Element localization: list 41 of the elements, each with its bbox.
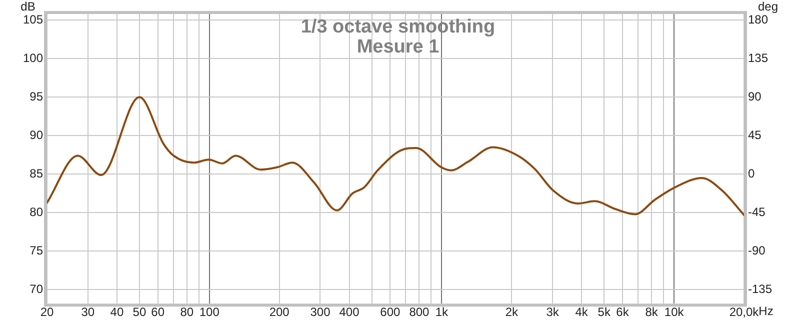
y2-tick-label: 45 bbox=[748, 128, 762, 142]
y-tick-label: 80 bbox=[30, 205, 44, 220]
x-axis-title: Hz bbox=[758, 304, 774, 318]
y-axis-title: dB bbox=[20, 0, 36, 14]
y-tick-label: 105 bbox=[22, 12, 44, 26]
y-tick-label: 75 bbox=[30, 244, 44, 258]
x-tick-label: 8k bbox=[645, 305, 659, 320]
x-tick-label: 800 bbox=[409, 305, 430, 320]
x-tick-label: 10k bbox=[664, 305, 685, 320]
y-tick-label: 95 bbox=[30, 89, 44, 104]
y-tick-label: 100 bbox=[22, 50, 44, 65]
x-tick-label: 6k bbox=[616, 305, 630, 320]
y-tick-label: 90 bbox=[30, 128, 44, 142]
y2-tick-label: 180 bbox=[748, 12, 768, 26]
text: Mesure 1 bbox=[356, 36, 440, 58]
x-tick-label: 100 bbox=[199, 305, 220, 320]
x-tick-label: 40 bbox=[110, 305, 124, 320]
x-tick-label: 60 bbox=[151, 305, 165, 320]
x-tick-label: 600 bbox=[380, 305, 401, 320]
y2-tick-label: 135 bbox=[748, 50, 768, 65]
x-tick-label: 300 bbox=[310, 305, 331, 320]
x-tick-label: 50 bbox=[132, 305, 146, 320]
x-tick-label: 2k bbox=[505, 305, 519, 320]
y2-tick-label: -135 bbox=[748, 282, 772, 296]
x-tick-label: 200 bbox=[269, 305, 290, 320]
x-tick-label: 400 bbox=[339, 305, 360, 320]
x-tick-label: 5k bbox=[598, 305, 612, 320]
y-tick-label: 85 bbox=[30, 166, 44, 181]
x-tick-label: 20 bbox=[40, 305, 54, 320]
x-tick-label: 20,0k bbox=[729, 305, 760, 320]
y2-tick-label: -45 bbox=[748, 205, 766, 220]
y-tick-label: 70 bbox=[30, 282, 44, 296]
x-tick-label: 80 bbox=[180, 305, 194, 320]
x-tick-label: 30 bbox=[81, 305, 95, 320]
y2-tick-label: 0 bbox=[748, 166, 755, 181]
x-tick-label: 4k bbox=[575, 305, 589, 320]
y2-tick-label: 90 bbox=[748, 89, 762, 104]
y2-axis-title: deg bbox=[758, 0, 778, 14]
y2-tick-label: -90 bbox=[748, 244, 766, 258]
x-tick-label: 1k bbox=[435, 305, 450, 320]
x-tick-label: 3k bbox=[546, 305, 560, 320]
